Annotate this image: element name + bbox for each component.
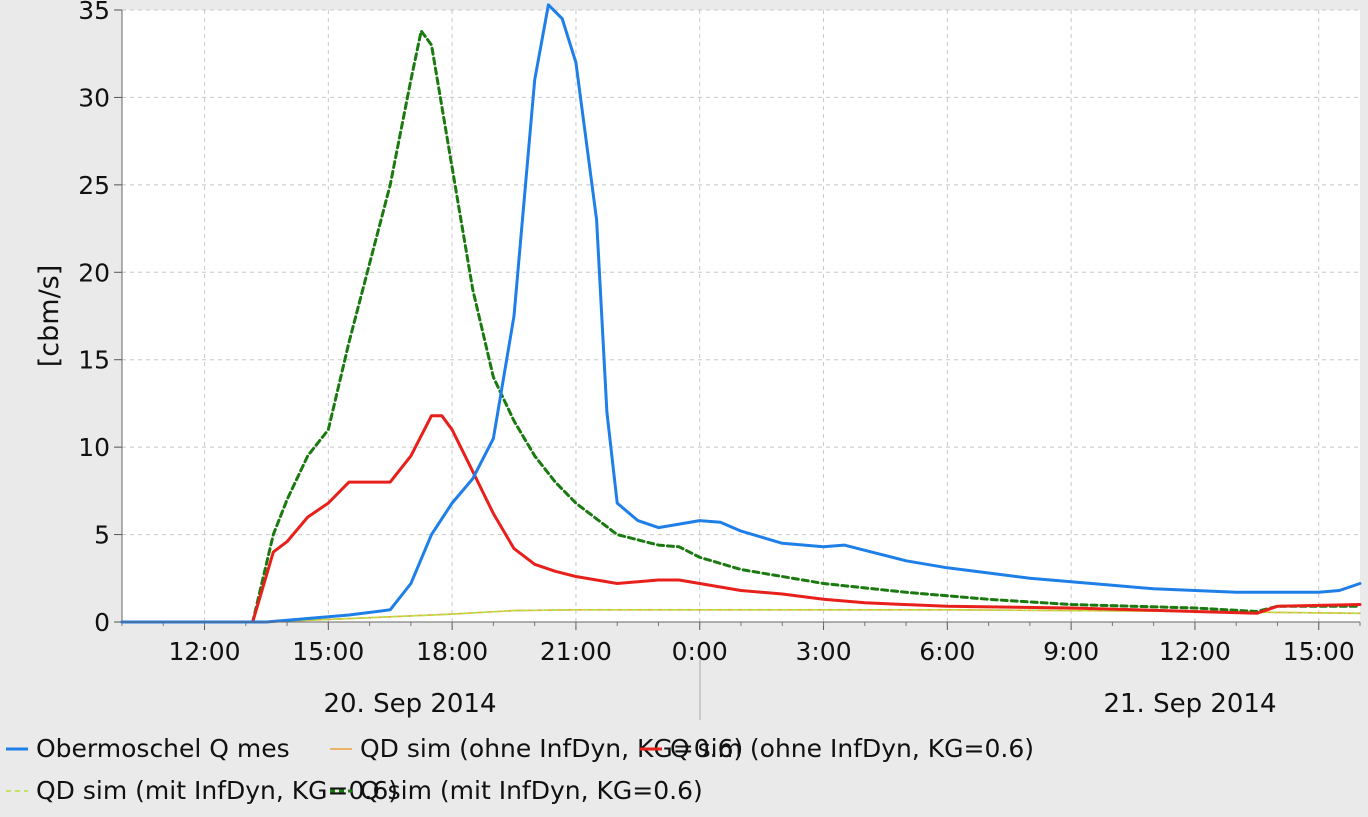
series-line-2	[120, 414, 1362, 624]
x-tick-label: 18:00	[416, 637, 488, 666]
date-label: 20. Sep 2014	[323, 689, 496, 719]
x-tick-label: 3:00	[795, 637, 851, 666]
legend-label: QD sim (mit InfDyn, KG=0.6)	[36, 776, 398, 805]
x-tick-label: 15:00	[1283, 637, 1355, 666]
y-tick-label: 15	[78, 346, 110, 375]
x-axis-ticks: 12:00 15:00 18:00 21:00 0:00 3:00 6:00 9:00 12:0…	[121, 622, 1361, 666]
legend-label: Obermoschel Q mes	[36, 734, 290, 763]
y-axis-label: [cbm/s]	[34, 265, 65, 368]
y-tick-label: 0	[94, 608, 110, 637]
y-tick-label: 5	[94, 521, 110, 550]
legend-label: Q sim (mit InfDyn, KG=0.6)	[360, 776, 703, 805]
x-tick-label: 21:00	[540, 637, 612, 666]
y-tick-label: 35	[78, 0, 110, 25]
y-tick-label: 30	[78, 83, 110, 112]
series-line-4	[120, 29, 1362, 624]
series-lines	[120, 3, 1362, 624]
y-axis-ticks: 0 5 10 15 20 25 30 35	[78, 0, 122, 637]
x-tick-label: 12:00	[169, 637, 241, 666]
grid-lines	[122, 9, 1360, 622]
date-labels: 20. Sep 2014 21. Sep 2014	[323, 689, 1276, 719]
x-tick-label: 6:00	[919, 637, 975, 666]
date-label: 21. Sep 2014	[1103, 689, 1276, 719]
legend-label: Q sim (ohne InfDyn, KG=0.6)	[670, 734, 1034, 763]
x-tick-label: 9:00	[1043, 637, 1099, 666]
y-tick-label: 25	[78, 171, 110, 200]
y-tick-label: 10	[78, 433, 110, 462]
series-line-0	[120, 3, 1362, 624]
legend: Obermoschel Q mes QD sim (ohne InfDyn, KG…	[6, 734, 1034, 805]
y-tick-label: 20	[78, 258, 110, 287]
x-tick-label: 12:00	[1159, 637, 1231, 666]
x-tick-label: 15:00	[292, 637, 364, 666]
legend-label: QD sim (ohne InfDyn, KG=0.6)	[360, 734, 743, 763]
